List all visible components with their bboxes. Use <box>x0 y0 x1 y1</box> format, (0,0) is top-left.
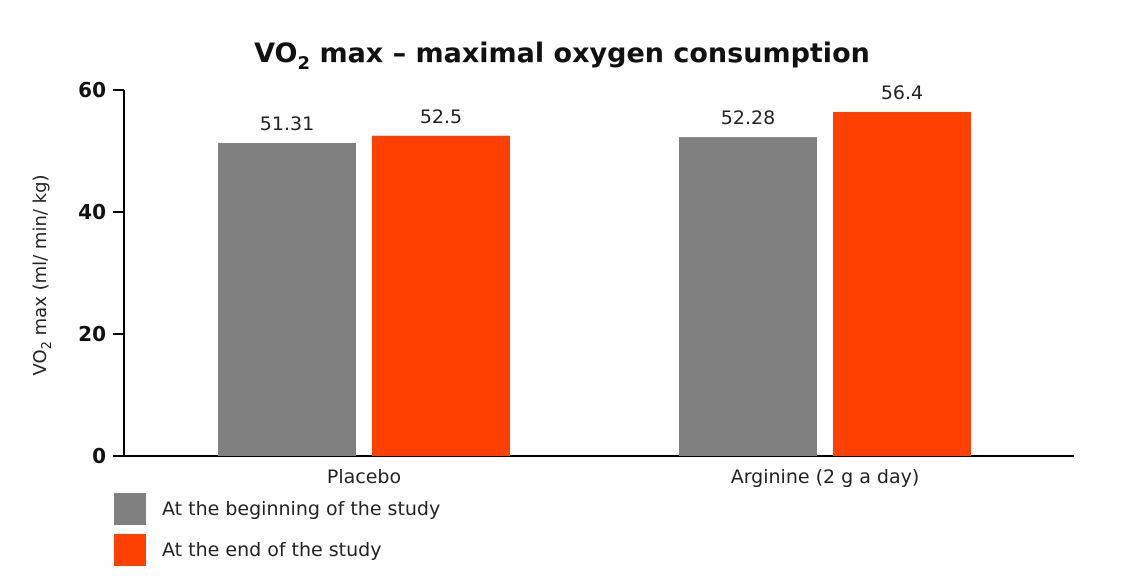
chart-title-main: VO <box>254 38 297 69</box>
data-labels: 51.31 52.5 52.28 56.4 <box>260 82 923 135</box>
y-tick-label: 0 <box>92 444 106 468</box>
data-label: 52.28 <box>721 107 775 129</box>
bar-beginning-placebo <box>218 143 356 456</box>
category-label: Arginine (2 g a day) <box>731 466 920 488</box>
bars <box>218 111 971 457</box>
legend-label-beginning: At the beginning of the study <box>162 498 441 520</box>
chart-title: VO2 max – maximal oxygen consumption <box>254 38 870 74</box>
y-axis-label: VO2 max (ml/ min/ kg) <box>30 174 55 375</box>
y-tick-label: 40 <box>78 200 106 224</box>
bar-end-placebo <box>372 135 510 456</box>
data-label: 51.31 <box>260 113 314 135</box>
y-axis-label-main: VO <box>30 349 51 375</box>
y-tick-label: 60 <box>78 78 106 102</box>
category-labels: Placebo Arginine (2 g a day) <box>327 466 919 488</box>
legend: At the beginning of the study At the end… <box>114 492 440 574</box>
chart-title-subscript: 2 <box>298 53 311 74</box>
y-axis-label-rest: max (ml/ min/ kg) <box>30 174 51 341</box>
data-label: 52.5 <box>420 106 462 128</box>
legend-item-end: At the end of the study <box>114 533 440 567</box>
bar-end-arginine <box>833 111 971 457</box>
y-tick-label: 20 <box>78 322 106 346</box>
y-axis-label-subscript: 2 <box>40 341 55 349</box>
legend-swatch-beginning <box>114 493 146 525</box>
bar-chart: VO2 max – maximal oxygen consumption VO2… <box>30 38 1074 488</box>
data-label: 56.4 <box>881 82 923 104</box>
bar-beginning-arginine <box>679 137 817 457</box>
y-ticks: 0 20 40 60 <box>78 78 124 468</box>
legend-swatch-end <box>114 534 146 566</box>
chart-title-rest: max – maximal oxygen consumption <box>310 38 870 69</box>
legend-label-end: At the end of the study <box>162 539 382 561</box>
category-label: Placebo <box>327 466 401 488</box>
legend-item-beginning: At the beginning of the study <box>114 492 440 526</box>
